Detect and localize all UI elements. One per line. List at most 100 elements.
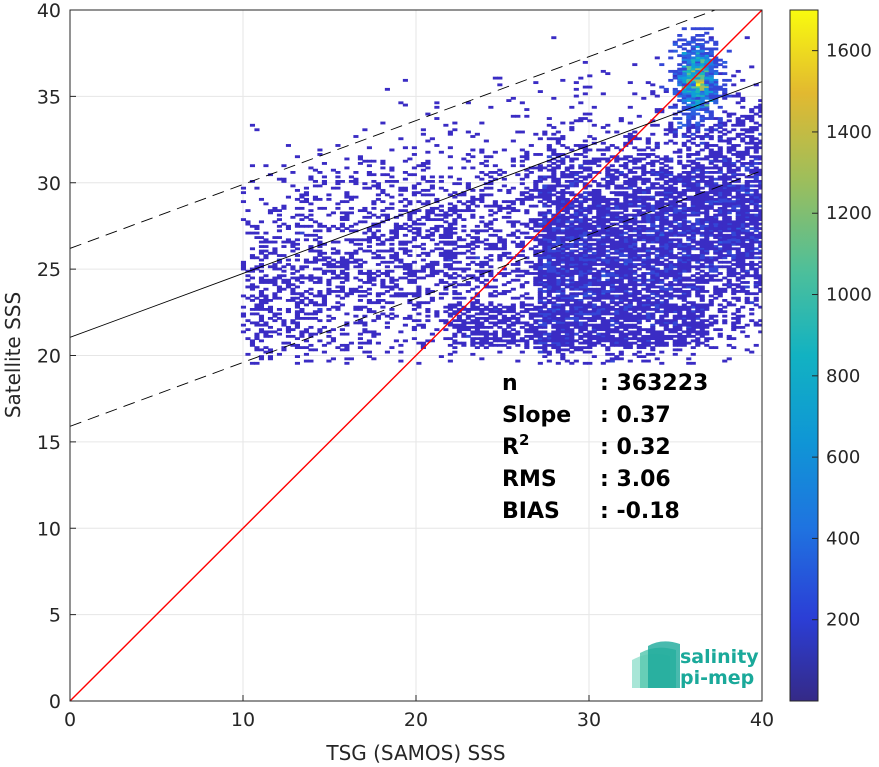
heatmap-cell — [690, 323, 696, 327]
heatmap-cell — [758, 276, 762, 280]
heatmap-cell — [659, 215, 665, 219]
heatmap-cell — [677, 222, 683, 226]
heatmap-cell — [465, 200, 471, 204]
heatmap-cell — [704, 229, 710, 233]
heatmap-cell — [735, 121, 741, 125]
heatmap-cell — [627, 132, 633, 136]
heatmap-cell — [285, 238, 292, 242]
heatmap-cell — [623, 290, 629, 293]
heatmap-cell — [699, 332, 705, 336]
heatmap-cell — [564, 227, 570, 230]
heatmap-cell — [650, 334, 656, 338]
heatmap-cell — [704, 218, 710, 222]
heatmap-cell — [542, 283, 548, 287]
heatmap-cell — [713, 247, 719, 251]
heatmap-cell — [299, 265, 305, 269]
heatmap-cell — [704, 200, 710, 204]
heatmap-cell — [402, 240, 408, 244]
heatmap-cell — [650, 307, 656, 311]
heatmap-cell — [740, 238, 746, 242]
heatmap-cell — [528, 260, 534, 264]
heatmap-cell — [740, 78, 746, 82]
heatmap-cell — [722, 206, 728, 210]
heatmap-cell — [735, 144, 741, 147]
heatmap-cell — [249, 256, 256, 260]
heatmap-cell — [375, 341, 381, 345]
heatmap-cell — [740, 251, 746, 255]
heatmap-cell — [447, 206, 453, 210]
heatmap-cell — [596, 157, 602, 161]
heatmap-cell — [569, 296, 575, 300]
heatmap-cell — [672, 290, 678, 293]
heatmap-cell — [339, 222, 345, 226]
heatmap-cell — [312, 260, 318, 264]
heatmap-cell — [623, 215, 629, 219]
heatmap-cell — [596, 245, 602, 248]
heatmap-cell — [654, 186, 660, 190]
heatmap-cell — [398, 330, 404, 334]
heatmap-cell — [740, 209, 746, 213]
heatmap-cell — [281, 204, 287, 208]
heatmap-cell — [285, 144, 292, 147]
heatmap-cell — [551, 36, 557, 40]
heatmap-cell — [546, 195, 552, 199]
heatmap-cell — [668, 121, 674, 125]
heatmap-cell — [564, 245, 570, 248]
heatmap-cell — [614, 227, 620, 230]
heatmap-cell — [299, 276, 305, 280]
heatmap-cell — [546, 350, 552, 354]
heatmap-cell — [722, 177, 728, 181]
heatmap-cell — [740, 245, 746, 248]
heatmap-cell — [510, 164, 516, 168]
heatmap-cell — [632, 242, 638, 246]
heatmap-cell — [623, 316, 629, 320]
heatmap-cell — [758, 330, 762, 334]
heatmap-cell — [299, 307, 305, 311]
heatmap-cell — [411, 153, 417, 156]
heatmap-cell — [704, 332, 710, 336]
heatmap-cell — [492, 177, 498, 181]
heatmap-cell — [416, 312, 422, 316]
heatmap-cell — [627, 301, 633, 305]
heatmap-cell — [353, 321, 359, 325]
heatmap-cell — [600, 215, 606, 219]
heatmap-cell — [645, 141, 651, 145]
heatmap-cell — [681, 166, 687, 170]
heatmap-cell — [677, 278, 683, 282]
heatmap-cell — [447, 224, 453, 228]
heatmap-cell — [717, 206, 723, 210]
heatmap-cell — [713, 215, 719, 219]
heatmap-cell — [240, 260, 247, 264]
heatmap-cell — [488, 245, 494, 248]
heatmap-cell — [650, 222, 656, 226]
heatmap-cell — [659, 290, 665, 293]
heatmap-cell — [632, 229, 638, 233]
heatmap-cell — [623, 164, 629, 168]
heatmap-cell — [699, 305, 705, 309]
heatmap-cell — [407, 272, 413, 275]
heatmap-cell — [609, 307, 615, 311]
heatmap-cell — [371, 184, 377, 188]
heatmap-cell — [704, 227, 710, 230]
heatmap-cell — [686, 305, 692, 309]
heatmap-cell — [677, 231, 683, 235]
heatmap-cell — [339, 260, 345, 264]
heatmap-cell — [398, 287, 404, 291]
heatmap-cell — [555, 294, 561, 298]
heatmap-cell — [533, 153, 539, 156]
heatmap-cell — [717, 126, 723, 129]
heatmap-cell — [537, 242, 543, 246]
heatmap-cell — [713, 128, 719, 132]
heatmap-cell — [681, 256, 687, 260]
heatmap-cell — [677, 195, 683, 199]
heatmap-cell — [699, 240, 705, 244]
heatmap-cell — [722, 319, 728, 323]
heatmap-cell — [591, 191, 597, 195]
heatmap-cell — [470, 321, 476, 325]
heatmap-cell — [659, 204, 665, 208]
heatmap-cell — [479, 177, 485, 181]
heatmap-cell — [339, 296, 345, 300]
heatmap-cell — [290, 296, 296, 300]
heatmap-cell — [605, 184, 611, 188]
heatmap-cell — [605, 157, 611, 161]
